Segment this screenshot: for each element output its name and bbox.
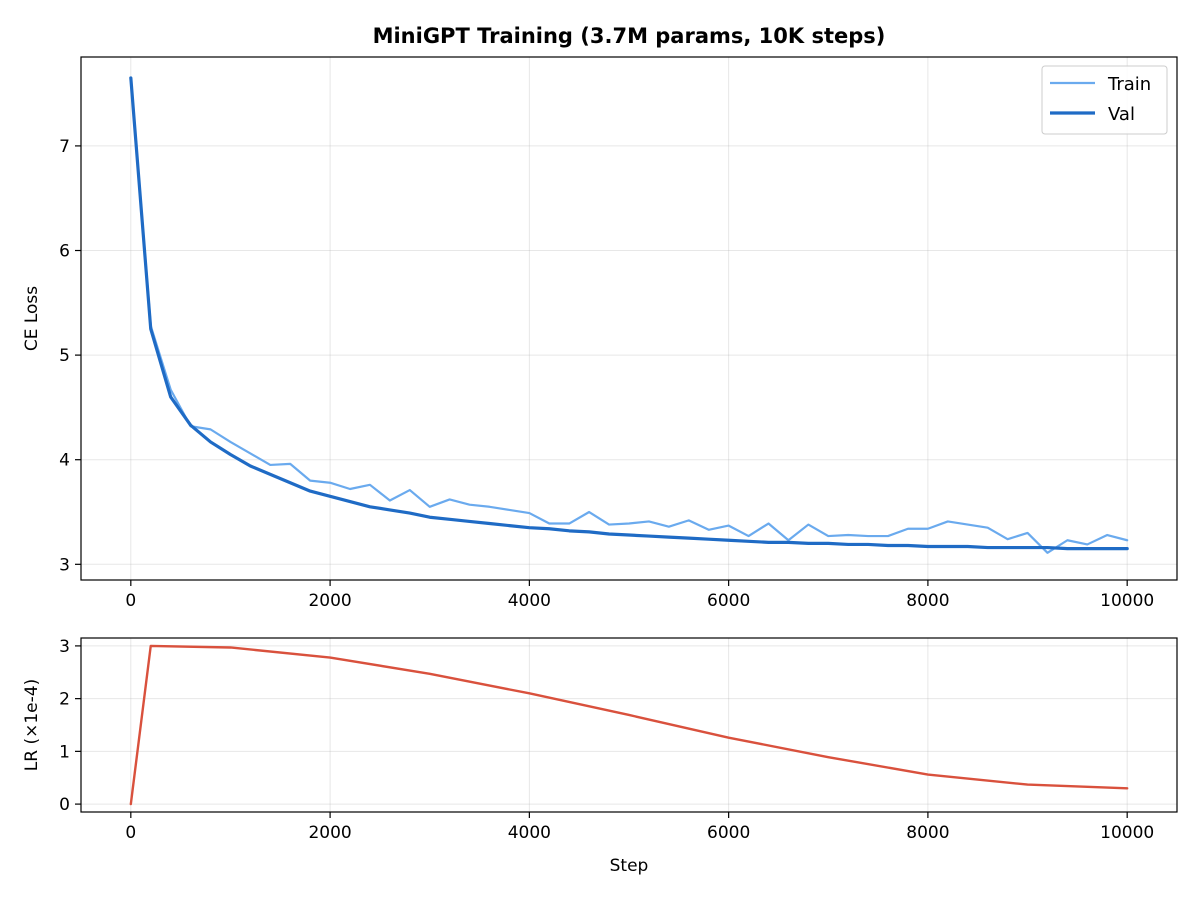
series-line-val <box>129 76 1129 551</box>
lr-axes-frame <box>80 637 1178 813</box>
loss-y-axis-label: CE Loss <box>22 286 42 351</box>
lr-grid <box>81 638 1177 812</box>
lr-series <box>129 644 1129 806</box>
lr-y-axis-label: LR (×1e-4) <box>22 679 42 771</box>
y-tick-label: 0 <box>59 795 70 815</box>
y-tick-label: 5 <box>59 346 70 366</box>
loss-series <box>129 76 1129 554</box>
y-tick-label: 2 <box>59 690 70 710</box>
x-tick-label: 6000 <box>707 591 750 611</box>
legend-label-val: Val <box>1108 104 1135 125</box>
lr-panel: 0 2000 4000 6000 8000 10000 0 1 2 3 LR (×1e-4) St… <box>22 637 1178 876</box>
x-tick-label: 10000 <box>1100 591 1154 611</box>
x-tick-label: 8000 <box>906 823 949 843</box>
y-tick-label: 3 <box>59 637 70 657</box>
loss-ticks: 0 2000 4000 6000 8000 10000 3 4 5 6 7 <box>59 137 1154 611</box>
x-tick-label: 4000 <box>508 591 551 611</box>
y-tick-label: 1 <box>59 742 70 762</box>
y-tick-label: 3 <box>59 555 70 575</box>
chart-title: MiniGPT Training (3.7M params, 10K steps… <box>373 24 886 48</box>
x-tick-label: 0 <box>125 823 136 843</box>
x-axis-label: Step <box>610 856 649 876</box>
legend: Train Val <box>1041 65 1168 135</box>
loss-axes-frame <box>80 56 1178 581</box>
y-tick-label: 6 <box>59 242 70 262</box>
x-tick-label: 6000 <box>707 823 750 843</box>
y-tick-label: 7 <box>59 137 70 157</box>
x-tick-label: 10000 <box>1100 823 1154 843</box>
x-tick-label: 4000 <box>508 823 551 843</box>
series-line-lr <box>129 644 1129 806</box>
lr-ticks: 0 2000 4000 6000 8000 10000 0 1 2 3 <box>59 637 1154 843</box>
y-tick-label: 4 <box>59 451 70 471</box>
legend-label-train: Train <box>1107 74 1151 95</box>
loss-panel: 0 2000 4000 6000 8000 10000 3 4 5 6 7 MiniGPT Trai… <box>22 24 1178 611</box>
loss-grid <box>81 57 1177 580</box>
x-tick-label: 2000 <box>308 823 351 843</box>
x-tick-label: 2000 <box>308 591 351 611</box>
series-line-train <box>129 76 1129 554</box>
x-tick-label: 8000 <box>906 591 949 611</box>
x-tick-label: 0 <box>125 591 136 611</box>
